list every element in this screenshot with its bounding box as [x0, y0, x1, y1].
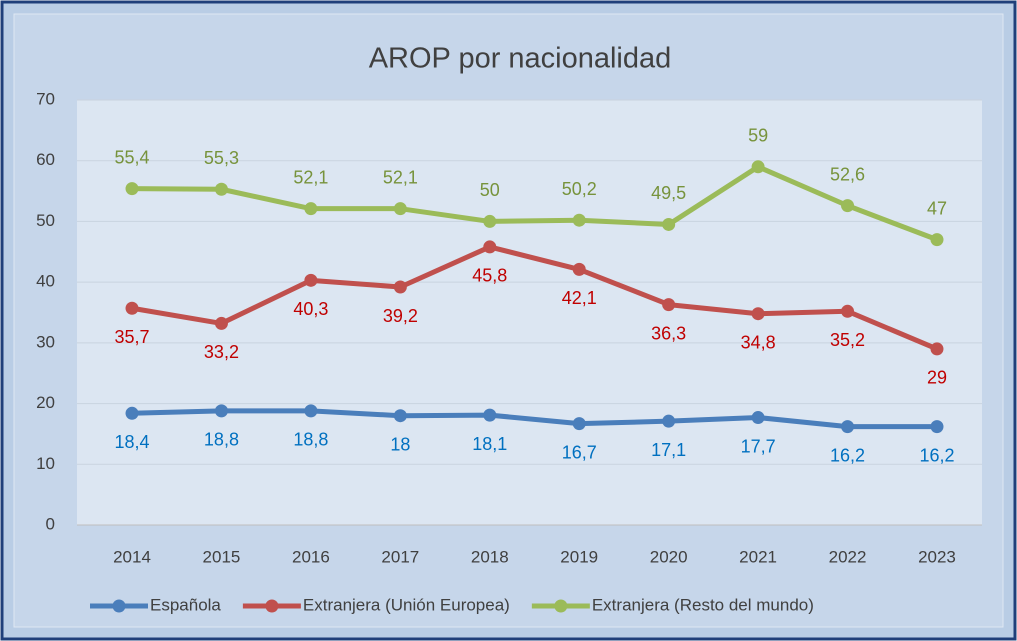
point [304, 404, 318, 418]
point [214, 404, 228, 418]
data-label: 47 [927, 198, 947, 218]
y-tick-label: 40 [36, 272, 55, 291]
data-label: 52,1 [383, 167, 418, 187]
y-tick-label: 10 [36, 454, 55, 473]
x-tick-label: 2019 [560, 547, 598, 566]
point [572, 417, 586, 431]
data-label: 17,1 [651, 440, 686, 460]
data-label: 18,8 [204, 430, 239, 450]
point [841, 304, 855, 318]
data-label: 16,7 [562, 442, 597, 462]
data-label: 40,3 [293, 299, 328, 319]
y-tick-label: 0 [46, 514, 55, 533]
data-label: 52,1 [293, 167, 328, 187]
point [125, 182, 139, 196]
point [483, 408, 497, 422]
point [930, 233, 944, 247]
point [662, 217, 676, 231]
point [125, 301, 139, 315]
data-label: 18,8 [293, 430, 328, 450]
data-label: 29 [927, 368, 947, 388]
point [751, 307, 765, 321]
point [304, 202, 318, 216]
legend-marker [265, 599, 279, 613]
series-line [129, 244, 940, 352]
point [572, 213, 586, 227]
point [125, 406, 139, 420]
point [572, 262, 586, 276]
data-label: 18,1 [472, 434, 507, 454]
point [304, 273, 318, 287]
point [751, 411, 765, 425]
y-tick-label: 60 [36, 150, 55, 169]
x-tick-label: 2022 [829, 547, 867, 566]
point [751, 160, 765, 174]
data-label: 33,2 [204, 342, 239, 362]
legend-label: Extranjera (Resto del mundo) [592, 595, 814, 614]
point [214, 182, 228, 196]
data-label: 16,2 [830, 445, 865, 465]
legend-marker [554, 599, 568, 613]
point [662, 298, 676, 312]
data-label: 34,8 [741, 332, 776, 352]
x-tick-label: 2016 [292, 547, 330, 566]
data-label: 50,2 [562, 179, 597, 199]
legend-label: Extranjera (Unión Europea) [303, 595, 510, 614]
data-label: 55,3 [204, 148, 239, 168]
chart-title: AROP por nacionalidad [369, 43, 672, 75]
data-label: 36,3 [651, 323, 686, 343]
point [930, 420, 944, 434]
data-label: 18,4 [114, 432, 149, 452]
series-line [129, 164, 940, 243]
point [483, 240, 497, 254]
data-label: 42,1 [562, 288, 597, 308]
x-tick-label: 2018 [471, 547, 509, 566]
x-tick-label: 2020 [650, 547, 688, 566]
x-tick-label: 2015 [203, 547, 241, 566]
x-tick-label: 2023 [918, 547, 956, 566]
data-label: 16,2 [919, 445, 954, 465]
y-tick-label: 70 [36, 89, 55, 108]
point [393, 409, 407, 423]
point [214, 316, 228, 330]
x-tick-label: 2014 [113, 547, 151, 566]
point [841, 199, 855, 213]
point [930, 342, 944, 356]
data-label: 50 [480, 180, 500, 200]
data-label: 45,8 [472, 266, 507, 286]
point [393, 280, 407, 294]
data-label: 49,5 [651, 183, 686, 203]
data-label: 17,7 [741, 436, 776, 456]
series-line [129, 408, 940, 430]
point [662, 414, 676, 428]
point [393, 202, 407, 216]
legend-label: Española [150, 595, 221, 614]
point [841, 420, 855, 434]
data-label: 59 [748, 126, 768, 146]
y-tick-label: 50 [36, 211, 55, 230]
y-tick-label: 30 [36, 332, 55, 351]
legend-marker [112, 599, 126, 613]
data-label: 18 [390, 434, 410, 454]
data-label: 35,7 [114, 327, 149, 347]
data-label: 35,2 [830, 330, 865, 350]
data-label: 52,6 [830, 164, 865, 184]
x-tick-label: 2017 [381, 547, 419, 566]
data-label: 39,2 [383, 306, 418, 326]
point [483, 214, 497, 228]
data-label: 55,4 [114, 147, 149, 167]
y-tick-label: 20 [36, 393, 55, 412]
x-tick-label: 2021 [739, 547, 777, 566]
